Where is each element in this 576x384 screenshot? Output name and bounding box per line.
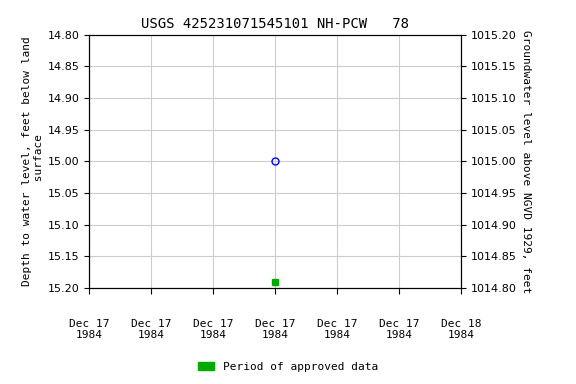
Text: Dec 17
1984: Dec 17 1984 [131, 319, 172, 340]
Legend: Period of approved data: Period of approved data [193, 358, 383, 377]
Text: Dec 17
1984: Dec 17 1984 [255, 319, 295, 340]
Y-axis label: Groundwater level above NGVD 1929, feet: Groundwater level above NGVD 1929, feet [521, 30, 530, 293]
Text: Dec 17
1984: Dec 17 1984 [69, 319, 109, 340]
Y-axis label: Depth to water level, feet below land
 surface: Depth to water level, feet below land su… [22, 36, 44, 286]
Text: Dec 18
1984: Dec 18 1984 [441, 319, 481, 340]
Text: Dec 17
1984: Dec 17 1984 [193, 319, 233, 340]
Title: USGS 425231071545101 NH-PCW   78: USGS 425231071545101 NH-PCW 78 [141, 17, 409, 31]
Text: Dec 17
1984: Dec 17 1984 [378, 319, 419, 340]
Text: Dec 17
1984: Dec 17 1984 [317, 319, 357, 340]
